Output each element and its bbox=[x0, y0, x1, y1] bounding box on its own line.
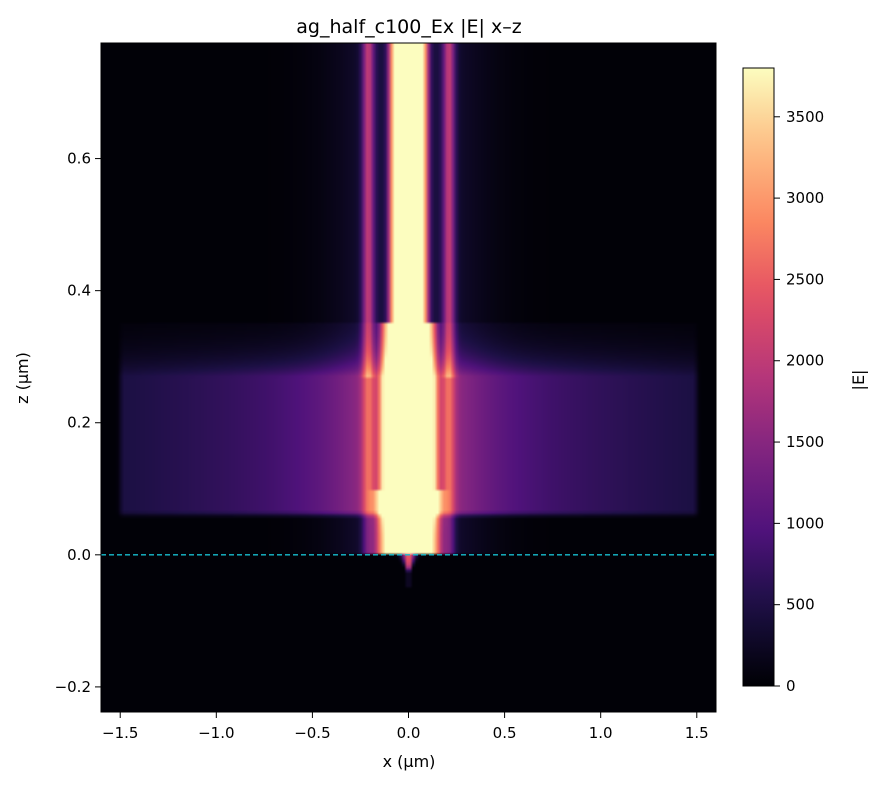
x-tick-label: −0.5 bbox=[294, 724, 330, 742]
colorbar-label: |E| bbox=[849, 370, 868, 391]
colorbar-gradient bbox=[742, 67, 775, 687]
colorbar-tick-label: 3500 bbox=[786, 108, 824, 126]
colorbar-tick-label: 1500 bbox=[786, 433, 824, 451]
colorbar-tick-label: 500 bbox=[786, 596, 815, 614]
x-tick-label: 1.0 bbox=[589, 724, 613, 742]
x-axis: −1.5 −1.0 −0.5 0.0 0.5 1.0 1.5 bbox=[102, 712, 709, 742]
x-tick-label: 0.0 bbox=[397, 724, 421, 742]
colorbar-tick-label: 0 bbox=[786, 677, 796, 695]
colorbar-tick-label: 2000 bbox=[786, 352, 824, 370]
y-tick-label: 0.4 bbox=[67, 282, 91, 300]
x-axis-label: x (µm) bbox=[383, 752, 436, 771]
heatmap bbox=[101, 43, 716, 712]
y-axis: −0.2 0.0 0.2 0.4 0.6 bbox=[55, 150, 101, 696]
chart-title: ag_half_c100_Ex |E| x–z bbox=[296, 16, 521, 38]
y-tick-label: 0.2 bbox=[67, 414, 91, 432]
y-axis-label: z (µm) bbox=[13, 352, 32, 404]
colorbar-tick-label: 2500 bbox=[786, 270, 824, 288]
y-tick-label: 0.0 bbox=[67, 546, 91, 564]
y-tick-label: −0.2 bbox=[55, 678, 91, 696]
x-tick-label: 1.5 bbox=[685, 724, 709, 742]
colorbar-tick-label: 3000 bbox=[786, 189, 824, 207]
colorbar-tick-label: 1000 bbox=[786, 514, 824, 532]
colorbar: 0 500 1000 1500 2000 2500 3000 3500 |E| bbox=[742, 67, 868, 695]
x-tick-label: 0.5 bbox=[493, 724, 517, 742]
y-tick-label: 0.6 bbox=[67, 150, 91, 168]
plot-area bbox=[100, 42, 717, 713]
x-tick-label: −1.0 bbox=[198, 724, 234, 742]
x-tick-label: −1.5 bbox=[102, 724, 138, 742]
colorbar-ticks: 0 500 1000 1500 2000 2500 3000 3500 bbox=[774, 108, 824, 695]
